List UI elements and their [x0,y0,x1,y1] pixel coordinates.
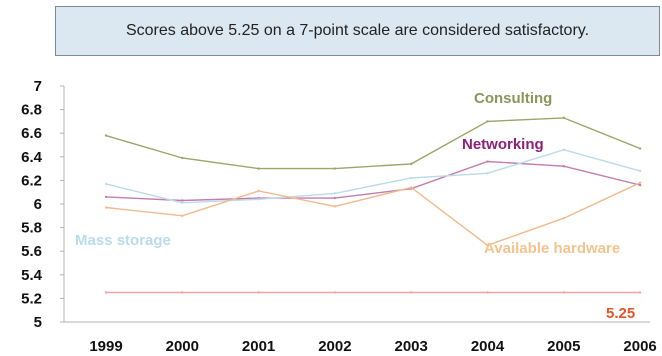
data-point [181,199,184,202]
data-point [181,156,184,160]
data-point [410,176,413,180]
series-label-layer: Consulting Networking Mass storage Availabl… [75,90,635,322]
series-line [105,160,641,202]
data-point [562,165,565,168]
x-tick-label: 2006 [623,338,656,355]
series-line [105,182,641,247]
x-tick-label: 2003 [395,338,428,355]
series-label: 5.25 [606,305,635,322]
data-point [257,291,260,294]
data-point [410,186,413,189]
data-point [333,205,337,208]
series-label: Mass storage [75,232,171,249]
data-point [410,162,413,166]
data-point [638,181,642,184]
x-tick-label: 2005 [547,338,580,355]
series-label: Networking [462,136,544,153]
series-mass-storage [104,148,642,205]
data-point [181,201,184,205]
data-point [486,291,489,294]
series-label: Consulting [474,90,552,107]
data-point [181,291,184,294]
data-point [486,244,489,247]
note-text: Scores above 5.25 on a 7-point scale are… [125,22,590,39]
data-point [104,134,108,137]
x-tick-label: 2001 [242,338,275,355]
data-point [104,182,108,186]
data-point [257,198,260,201]
x-tick-label: 2002 [318,338,351,355]
y-tick-label: 6.4 [21,149,43,166]
x-tick-label: 2000 [166,338,199,355]
y-tick-label: 5.6 [21,243,42,260]
x-tick-label: 2004 [471,338,505,355]
data-point [104,291,108,294]
y-tick-label: 5.4 [21,267,43,284]
data-point [562,291,565,294]
data-point [638,183,642,187]
data-point [638,291,642,294]
data-point [486,120,489,123]
data-point [562,148,565,151]
data-point [104,195,108,199]
data-point [562,216,565,220]
data-point [638,169,642,173]
data-point [562,116,565,120]
y-tick-label: 5.8 [21,220,42,237]
data-point [333,196,337,200]
data-point [486,160,489,163]
series-consulting [104,116,642,170]
y-tick-label: 5 [34,314,42,331]
data-point [257,167,260,170]
data-point [638,147,642,150]
data-point [181,214,184,217]
note-box: Scores above 5.25 on a 7-point scale are… [55,6,660,56]
data-point [486,172,489,175]
x-tick-label: 1999 [89,338,122,355]
series-line [105,117,641,170]
series-line [105,148,641,204]
data-point [333,192,337,195]
y-tick-label: 7 [34,78,42,95]
data-point [410,291,413,294]
series-5-25 [104,291,642,294]
y-tick-label: 6.8 [21,102,42,119]
series-label: Available hardware [484,240,620,257]
data-point [333,291,337,294]
y-tick-label: 6 [34,196,42,213]
y-tick-label: 5.2 [21,290,42,307]
y-tick-label: 6.2 [21,172,42,189]
y-tick-label: 6.6 [21,125,42,142]
data-point [333,167,337,170]
data-point [257,189,260,193]
series-available-hardware [104,181,642,247]
series-layer [104,116,642,294]
data-point [104,206,108,209]
